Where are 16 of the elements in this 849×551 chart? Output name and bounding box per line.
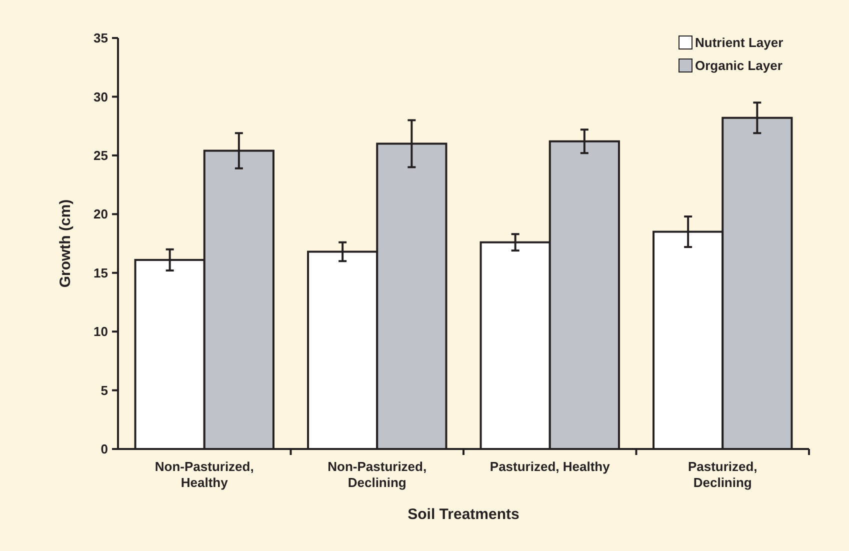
x-axis-title: Soil Treatments xyxy=(408,506,520,523)
y-tick-label: 0 xyxy=(100,442,108,457)
y-axis-title: Growth (cm) xyxy=(57,199,74,288)
y-tick-label: 25 xyxy=(94,148,108,163)
legend-label: Nutrient Layer xyxy=(695,35,784,50)
y-tick-label: 10 xyxy=(94,324,108,340)
y-tick-label: 35 xyxy=(94,30,108,46)
y-tick-label: 5 xyxy=(100,382,108,398)
x-tick-label: Non-Pasturized, Declining xyxy=(328,459,427,490)
y-tick-label: 20 xyxy=(94,206,108,222)
x-tick-label: Non-Pasturized, Healthy xyxy=(154,459,254,490)
x-tick-label: Pasturized, Declining xyxy=(688,459,758,490)
y-tick-label: 15 xyxy=(94,265,108,280)
y-tick-label: 30 xyxy=(94,89,108,104)
legend-label: Organic Layer xyxy=(695,58,782,74)
x-tick-label: Pasturized, Healthy xyxy=(490,459,611,474)
